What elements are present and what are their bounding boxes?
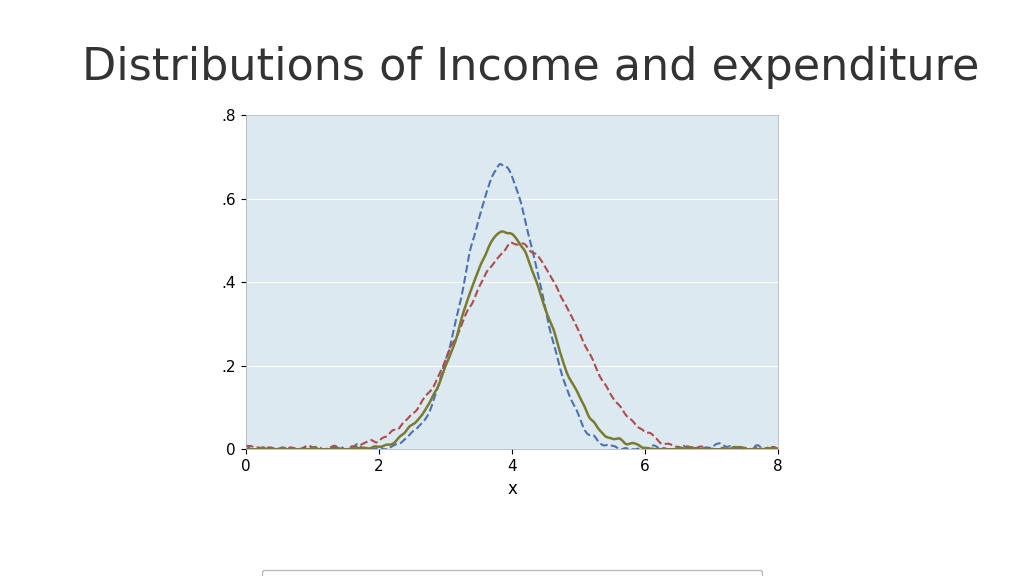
Exp/cap with UNHCR cash <box>240 442 252 449</box>
Inc/cap with UNHCR cash <box>606 394 618 401</box>
Exp/cap with UNHCR cash <box>456 292 468 299</box>
Inc/cap with UNHCR cash <box>269 446 282 453</box>
Inc/cap with UNHCR cash <box>295 445 307 452</box>
Exp/cap with UNHCR cash <box>666 446 678 453</box>
Line: Exp/cap without UNHCR cash: Exp/cap without UNHCR cash <box>246 232 778 449</box>
Exp/cap without UNHCR cash <box>496 228 508 235</box>
Exp/cap without UNHCR cash <box>606 435 618 442</box>
Inc/cap with UNHCR cash <box>666 441 678 448</box>
Exp/cap without UNHCR cash <box>294 446 306 453</box>
Exp/cap without UNHCR cash <box>240 446 252 453</box>
Text: Distributions of Income and expenditure: Distributions of Income and expenditure <box>82 46 979 89</box>
Line: Exp/cap with UNHCR cash: Exp/cap with UNHCR cash <box>246 164 778 449</box>
Exp/cap with UNHCR cash <box>475 209 487 215</box>
Exp/cap without UNHCR cash <box>655 446 668 453</box>
Exp/cap with UNHCR cash <box>772 445 784 452</box>
Exp/cap without UNHCR cash <box>665 446 677 453</box>
Legend: Exp/cap with UNHCR cash, Inc/cap with UNHCR cash, Exp/cap without UNHCR cash: Exp/cap with UNHCR cash, Inc/cap with UN… <box>262 570 762 576</box>
Inc/cap with UNHCR cash <box>240 442 252 449</box>
Exp/cap without UNHCR cash <box>772 446 784 453</box>
Inc/cap with UNHCR cash <box>772 446 784 453</box>
Exp/cap with UNHCR cash <box>606 442 618 449</box>
Exp/cap with UNHCR cash <box>656 445 669 452</box>
Exp/cap without UNHCR cash <box>455 317 467 324</box>
Inc/cap with UNHCR cash <box>656 441 669 448</box>
Inc/cap with UNHCR cash <box>456 321 468 328</box>
Exp/cap with UNHCR cash <box>295 446 307 453</box>
X-axis label: x: x <box>507 480 517 498</box>
Exp/cap without UNHCR cash <box>474 262 486 269</box>
Line: Inc/cap with UNHCR cash: Inc/cap with UNHCR cash <box>246 242 778 449</box>
Exp/cap with UNHCR cash <box>245 446 257 453</box>
Exp/cap with UNHCR cash <box>495 161 507 168</box>
Inc/cap with UNHCR cash <box>475 281 487 287</box>
Inc/cap with UNHCR cash <box>505 239 517 246</box>
